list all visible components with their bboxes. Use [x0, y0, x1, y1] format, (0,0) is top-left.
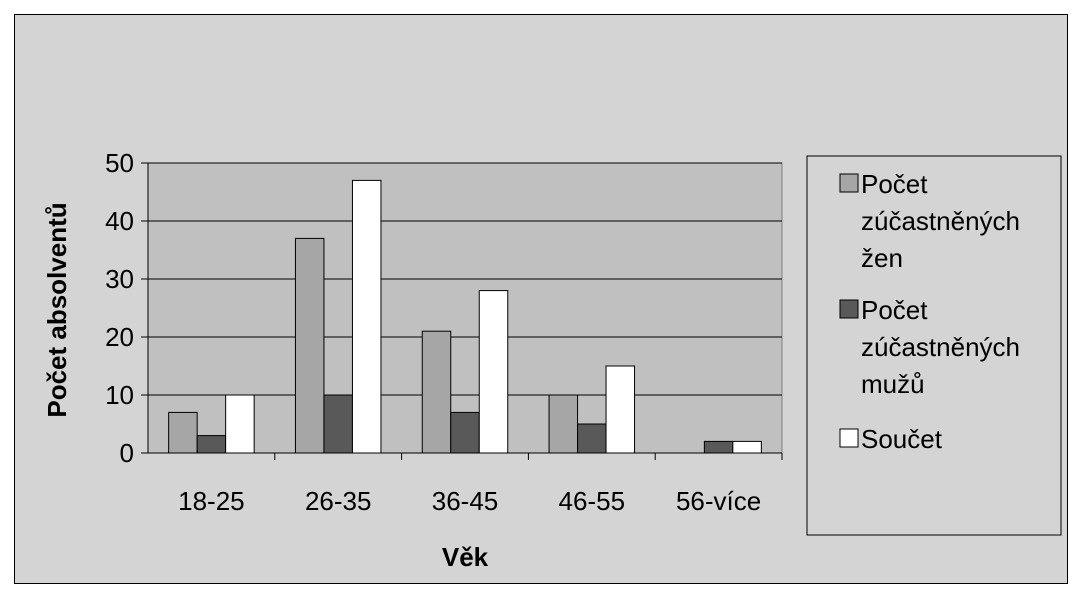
- x-tick-labels: 18-25 26-35 36-45 46-55 56-více: [178, 486, 761, 516]
- x-tick-label: 56-více: [676, 486, 761, 516]
- y-tick-label: 30: [105, 264, 134, 294]
- x-tick-label: 18-25: [178, 486, 245, 516]
- bar: [548, 394, 579, 454]
- legend-label: žen: [861, 243, 903, 273]
- bar: [732, 440, 762, 454]
- bar: [605, 365, 636, 454]
- bar: [196, 435, 227, 454]
- y-tick-label: 40: [105, 206, 134, 236]
- legend-box: [806, 155, 1062, 536]
- bars: [168, 179, 762, 454]
- axes: [141, 162, 783, 460]
- bar: [323, 394, 353, 454]
- y-tick-label: 20: [105, 322, 134, 352]
- x-tick-label: 26-35: [305, 486, 372, 516]
- x-tick-label: 46-55: [559, 486, 626, 516]
- legend-label: zúčastněných: [861, 332, 1020, 362]
- bar: [421, 330, 452, 454]
- bar: [577, 423, 607, 454]
- legend-label: Počet: [861, 295, 928, 325]
- y-tick-label: 0: [120, 438, 134, 468]
- bar: [703, 440, 734, 454]
- legend-label: zúčastněných: [861, 206, 1020, 236]
- y-axis-title: Počet absolventů: [42, 202, 72, 417]
- legend-swatch: [839, 173, 859, 193]
- y-tick-labels: 0 10 20 30 40 50: [105, 148, 134, 468]
- bar: [478, 290, 509, 454]
- legend-label: Součet: [861, 424, 943, 454]
- bar: [351, 179, 382, 454]
- bar: [450, 411, 480, 454]
- bar: [225, 394, 255, 454]
- y-tick-label: 10: [105, 380, 134, 410]
- legend-label: Počet: [861, 169, 928, 199]
- legend-swatch: [839, 299, 859, 319]
- legend: Počet zúčastněných žen Počet zúčastněných muž…: [806, 155, 1062, 536]
- bar: [168, 411, 198, 454]
- legend-label: mužů: [861, 369, 925, 399]
- bar: [294, 237, 325, 454]
- y-tick-label: 50: [105, 148, 134, 178]
- x-axis-title: Věk: [442, 542, 489, 572]
- legend-swatch: [839, 428, 859, 448]
- x-tick-label: 36-45: [432, 486, 499, 516]
